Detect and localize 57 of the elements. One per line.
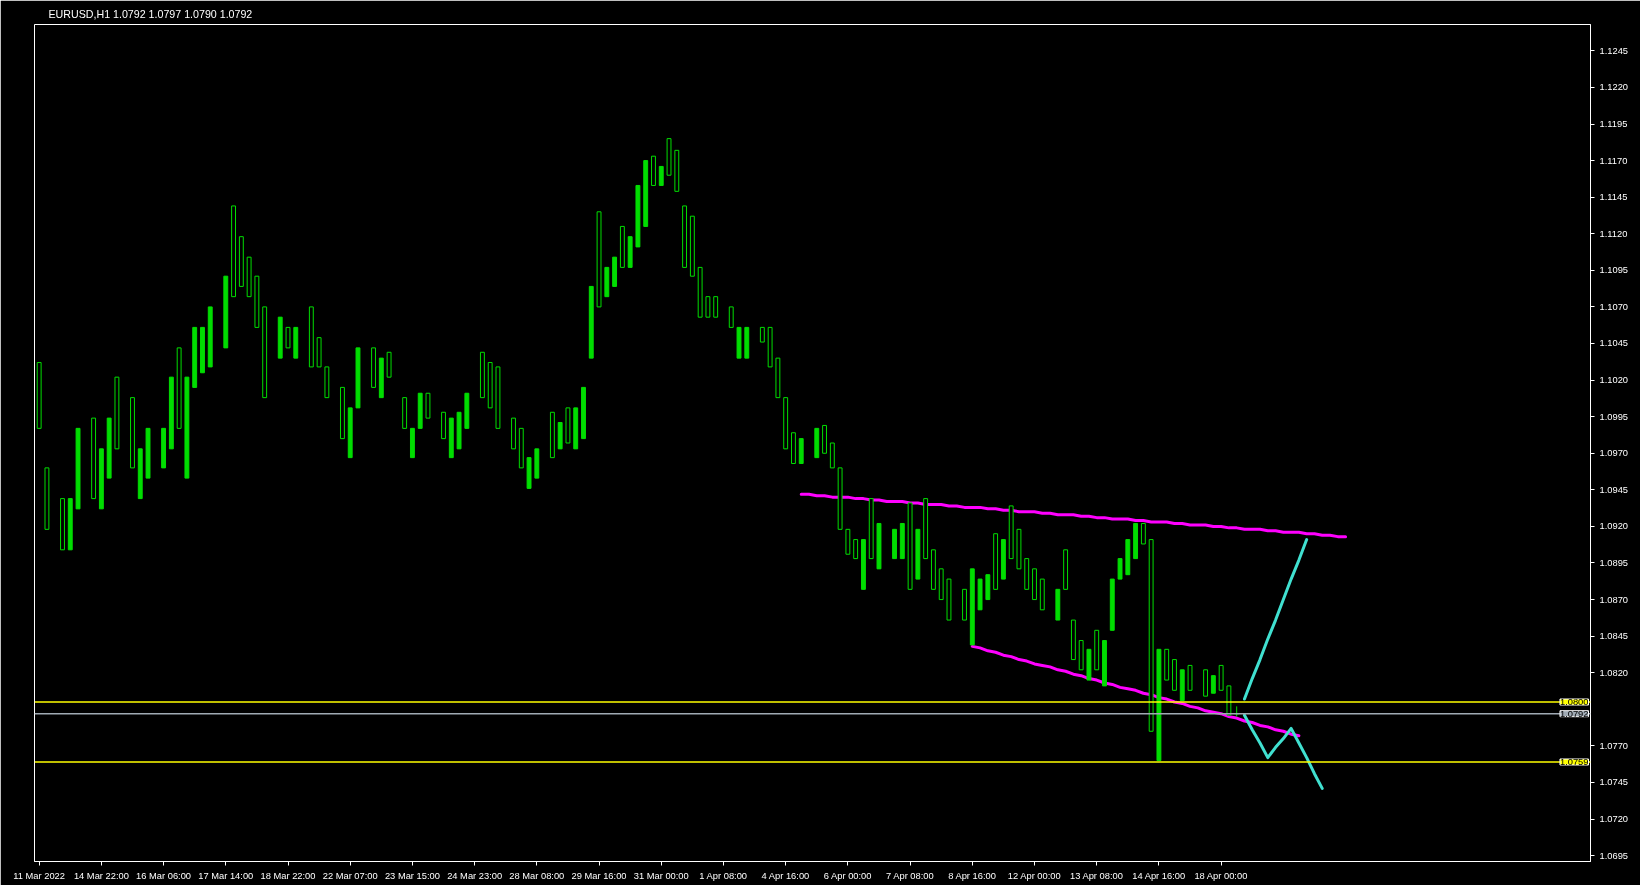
candlestick [658,165,664,186]
candlestick [705,296,711,318]
x-tick-label: 11 Mar 2022 [13,870,66,881]
y-tick-label: 1.1120 [1599,228,1628,239]
candlestick [285,326,291,349]
x-tick-label: 14 Mar 22:00 [73,870,129,881]
x-tick-label: 14 Apr 16:00 [1132,870,1186,881]
x-tick-label: 23 Mar 15:00 [384,870,440,881]
candlestick [1117,558,1123,580]
y-tick-label: 1.0720 [1599,814,1629,825]
y-tick-label: 1.0820 [1599,667,1629,678]
y-tick-label: 1.1245 [1599,45,1629,56]
candlestick [1140,522,1146,545]
candlestick [728,306,734,328]
x-tick-label: 22 Mar 07:00 [322,870,378,881]
y-tick-label: 1.1095 [1599,265,1629,276]
x-tick-label: 4 Apr 16:00 [761,870,810,881]
y-tick-label: 1.0995 [1599,411,1629,422]
y-tick-label: 1.1195 [1599,119,1628,129]
chart-title: EURUSD,H1 1.0792 1.0797 1.0790 1.0792 [48,7,253,20]
y-tick-label: 1.1070 [1599,301,1629,312]
ref-line-label: 1.0800 [1559,697,1589,707]
y-tick-label: 1.1145 [1599,192,1628,203]
x-tick-label: 13 Apr 08:00 [1070,870,1123,881]
x-tick-label: 1 Apr 08:00 [699,870,748,881]
y-tick-label: 1.1170 [1599,155,1628,166]
x-tick-label: 29 Mar 16:00 [571,870,627,881]
x-tick-label: 28 Mar 08:00 [509,870,565,881]
ref-line-label: 1.0792 [1559,708,1589,719]
y-tick-label: 1.0920 [1599,521,1629,532]
y-tick-label: 1.1020 [1599,375,1629,386]
y-tick-label: 1.0970 [1599,448,1629,459]
y-tick-label: 1.0745 [1599,777,1629,788]
x-tick-label: 12 Apr 00:00 [1007,870,1061,881]
x-tick-label: 18 Mar 22:00 [260,870,316,881]
x-tick-label: 7 Apr 08:00 [885,870,934,881]
x-tick-label: 6 Apr 00:00 [823,870,872,881]
y-tick-label: 1.0770 [1599,740,1629,751]
y-tick-label: 1.1220 [1599,82,1629,93]
y-tick-label: 1.0695 [1599,850,1629,861]
y-tick-label: 1.0845 [1599,631,1629,642]
x-tick-label: 24 Mar 23:00 [447,870,503,881]
x-tick-label: 17 Mar 14:00 [198,870,254,881]
candlestick [853,539,859,560]
y-tick-label: 1.0895 [1599,557,1629,568]
line-series [799,492,1348,539]
x-tick-label: 16 Mar 06:00 [136,870,192,881]
x-tick-label: 8 Apr 16:00 [948,870,996,881]
x-tick-label: 31 Mar 00:00 [633,870,689,881]
y-tick-label: 1.1045 [1599,338,1629,349]
y-tick-label: 1.0870 [1599,594,1629,605]
x-tick-label: 18 Apr 00:00 [1194,870,1248,881]
y-tick-label: 1.0945 [1599,484,1629,495]
line-series [1242,538,1309,701]
line-series [1242,713,1324,790]
candlestick [713,296,719,318]
ref-line-label: 1.0759 [1559,757,1589,767]
